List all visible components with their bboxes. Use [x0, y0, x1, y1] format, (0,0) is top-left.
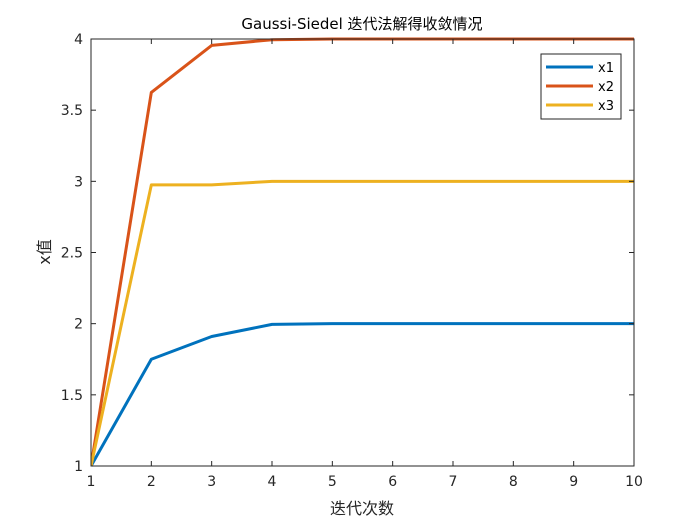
legend: x1 x2 x3: [540, 53, 622, 120]
x-tick-label: 5: [328, 474, 337, 490]
y-tick-label: 2.5: [61, 246, 83, 262]
y-axis-title: x值: [35, 239, 54, 264]
legend-label-x3: x3: [598, 99, 614, 114]
legend-label-x1: x1: [598, 61, 614, 76]
x-tick-label: 8: [509, 474, 518, 490]
y-tick-label: 3: [74, 174, 83, 190]
x-tick-label: 10: [625, 474, 643, 490]
y-tick-label: 3.5: [61, 103, 83, 119]
y-tick-label: 1.5: [61, 388, 83, 404]
series-line-x1: [91, 322, 634, 467]
chart-title: Gaussi-Siedel 迭代法解得收敛情况: [241, 15, 482, 33]
ticks: 1 2 3 4 5 6 7 8 9 10 1 1.5 2 2.5 3 3.5 4: [61, 32, 643, 490]
legend-label-x2: x2: [598, 80, 614, 95]
x-tick-label: 2: [147, 474, 156, 490]
x-tick-label: 1: [87, 474, 96, 490]
y-tick-label: 1: [74, 459, 83, 475]
y-tick-label: 2: [74, 317, 83, 333]
x-tick-label: 9: [569, 474, 578, 490]
x-tick-label: 7: [449, 474, 458, 490]
x-axis-title: 迭代次数: [330, 499, 394, 518]
series-line-x3: [91, 179, 634, 467]
x-tick-label: 6: [388, 474, 397, 490]
x-tick-label: 4: [268, 474, 277, 490]
y-tick-label: 4: [74, 32, 83, 48]
x-tick-label: 3: [207, 474, 216, 490]
